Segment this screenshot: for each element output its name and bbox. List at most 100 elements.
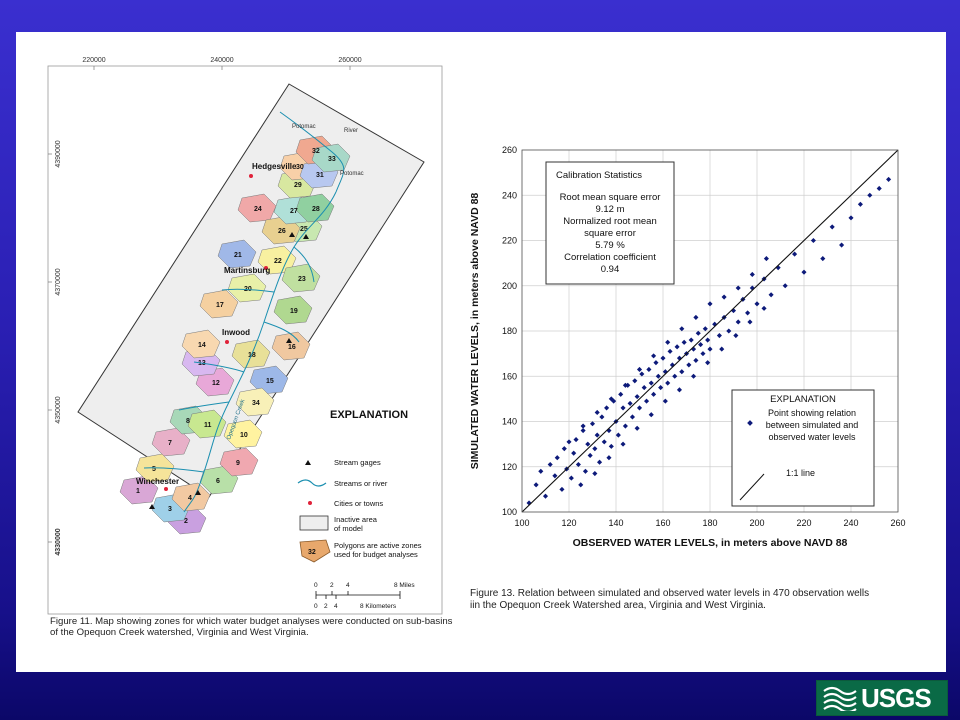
legend-inactive-2: of model [334, 524, 363, 533]
scale-mile-tick: 8 Miles [394, 582, 415, 589]
y-tick-label: 120 [502, 462, 517, 472]
data-point [667, 348, 673, 354]
zone-number: 21 [234, 252, 242, 259]
y-tick-label: 180 [502, 326, 517, 336]
map-y-tick: 4350000 [55, 396, 62, 423]
scale-mile-tick: 2 [330, 582, 334, 589]
zone-number: 16 [288, 344, 296, 351]
data-point [679, 326, 685, 332]
potomac-label: Potomac [292, 124, 316, 130]
data-point [634, 425, 640, 431]
map-caption-1: Figure 11. Map showing zones for which w… [50, 616, 453, 627]
data-point [820, 256, 826, 262]
stream-gage-icon [149, 504, 155, 509]
zone-number: 6 [216, 478, 220, 485]
data-point [589, 421, 596, 427]
zone-number: 9 [236, 460, 240, 467]
legend-polygon-sample: 32 [308, 549, 316, 556]
scale-mile-tick: 0 [314, 582, 318, 589]
x-axis-label: OBSERVED WATER LEVELS, in meters above N… [573, 537, 848, 549]
map-legend-title: EXPLANATION [330, 409, 408, 421]
data-point [599, 414, 605, 420]
data-point [674, 344, 680, 350]
legend-point-icon [747, 420, 753, 426]
slide-content: 220000 240000 260000 4390000 4370000 4350000… [16, 32, 946, 672]
zone-number: 33 [328, 156, 336, 163]
legend-line-icon [739, 473, 765, 501]
y-tick-label: 240 [502, 190, 517, 200]
map-caption-2: of the Opequon Creek watershed, Virginia… [50, 627, 309, 638]
data-point [644, 398, 650, 404]
data-point [580, 428, 586, 434]
data-point [580, 423, 586, 429]
data-point [651, 353, 657, 359]
usgs-logo-text: USGS [861, 682, 932, 713]
data-point [747, 319, 753, 325]
zone-number: 12 [212, 380, 220, 387]
data-point [651, 391, 657, 397]
data-point [653, 360, 659, 366]
town-markers: Hedgesville Martinsburg Inwood Wincheste… [136, 162, 297, 491]
data-point [839, 242, 845, 248]
data-point [749, 271, 755, 277]
x-tick-label: 180 [702, 518, 717, 528]
data-point [573, 437, 579, 443]
legend-text: between simulated and [766, 420, 859, 430]
data-point [547, 461, 553, 468]
town-label: Inwood [222, 328, 250, 337]
stream-line-icon [297, 479, 327, 487]
stream-lines [143, 111, 345, 513]
data-point [620, 441, 626, 447]
legend-title: EXPLANATION [770, 394, 836, 405]
data-point [792, 251, 798, 257]
data-point [686, 362, 692, 368]
data-point [735, 319, 741, 325]
data-point [538, 468, 544, 474]
data-point [691, 373, 697, 379]
map-x-tick: 220000 [82, 57, 105, 64]
scale-km-tick: 0 [314, 603, 318, 610]
stats-line: square error [584, 228, 636, 239]
zone-number: 32 [312, 148, 320, 155]
zone-number: 2 [184, 518, 188, 525]
legend-text: Point showing relation [768, 408, 856, 418]
data-point [571, 450, 577, 456]
data-point [606, 455, 612, 461]
legend-cities: Cities or towns [334, 499, 383, 508]
zone-number: 5 [152, 466, 156, 473]
potomac-label-2: Potomac [340, 171, 364, 177]
data-point [597, 459, 603, 465]
zone-number: 24 [254, 206, 262, 213]
data-point [533, 482, 539, 488]
data-point [615, 432, 621, 438]
data-point [761, 305, 767, 311]
data-point [559, 486, 565, 492]
town-marker [225, 340, 229, 344]
data-point [660, 355, 666, 361]
zone-number: 17 [216, 302, 224, 309]
data-point [648, 380, 654, 386]
data-point [698, 342, 704, 348]
data-point [705, 360, 711, 366]
data-point [622, 382, 628, 388]
y-tick-label: 260 [502, 145, 517, 155]
data-point [592, 470, 598, 477]
data-point [554, 455, 560, 461]
data-point [582, 468, 588, 474]
data-point [700, 351, 706, 357]
zone-polygon [227, 273, 267, 303]
map-legend: EXPLANATION Stream gages Streams or rive… [297, 409, 422, 610]
data-point [578, 482, 584, 488]
legend-polygons: Polygons are active zones [334, 541, 422, 550]
watershed-zones: 1234567891011121314151617181920212223242… [119, 135, 351, 535]
data-point [585, 441, 591, 447]
data-point [695, 330, 701, 336]
y-tick-label: 100 [502, 507, 517, 517]
zone-polygon [273, 295, 313, 325]
x-tick-label: 240 [843, 518, 858, 528]
data-point [886, 176, 892, 182]
data-point [592, 446, 598, 452]
y-tick-label: 220 [502, 236, 517, 246]
scatter-chart: 100 120 140 160 180 200 220 240 260 100 120 140 160… [469, 145, 906, 549]
data-point [608, 443, 614, 449]
